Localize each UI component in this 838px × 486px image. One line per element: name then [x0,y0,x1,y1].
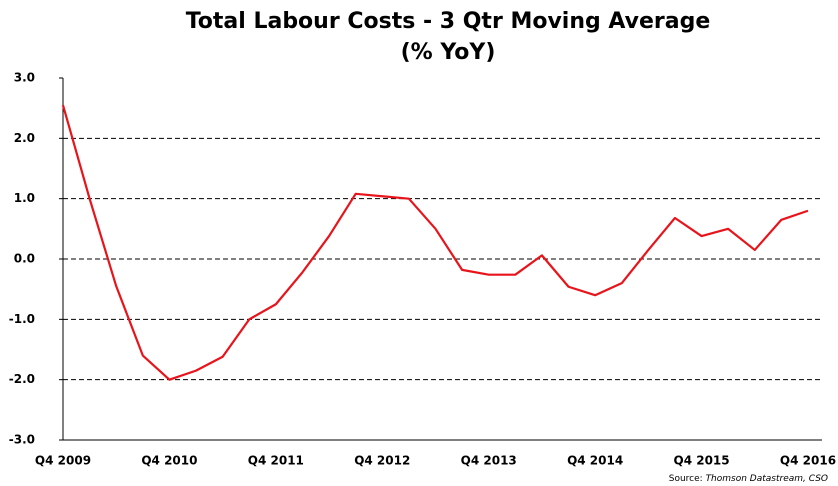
x-tick-label: Q4 2016 [780,454,836,468]
y-tick-label: -2.0 [9,372,35,386]
x-tick-label: Q4 2013 [461,454,517,468]
y-tick-label: 2.0 [14,131,35,145]
source-label: Source: [669,474,703,484]
y-tick-label: -3.0 [9,433,35,447]
source-note: Source: Thomson Datastream, CSO [669,474,828,484]
series-line [61,104,809,381]
x-tick-label: Q4 2012 [354,454,410,468]
x-tick-label: Q4 2009 [35,454,91,468]
y-tick-label: 0.0 [14,252,35,266]
x-tick-label: Q4 2014 [567,454,623,468]
x-tick-label: Q4 2011 [248,454,304,468]
y-tick-label: 1.0 [14,191,35,205]
x-tick-label: Q4 2015 [674,454,730,468]
x-tick-label: Q4 2010 [141,454,197,468]
chart-title: (% YoY) [401,40,496,65]
y-tick-label: -1.0 [9,312,35,326]
y-tick-label: 3.0 [14,71,35,85]
chart-title: Total Labour Costs - 3 Qtr Moving Averag… [186,9,711,34]
source: Thomson Datastream, CSO [706,474,828,484]
